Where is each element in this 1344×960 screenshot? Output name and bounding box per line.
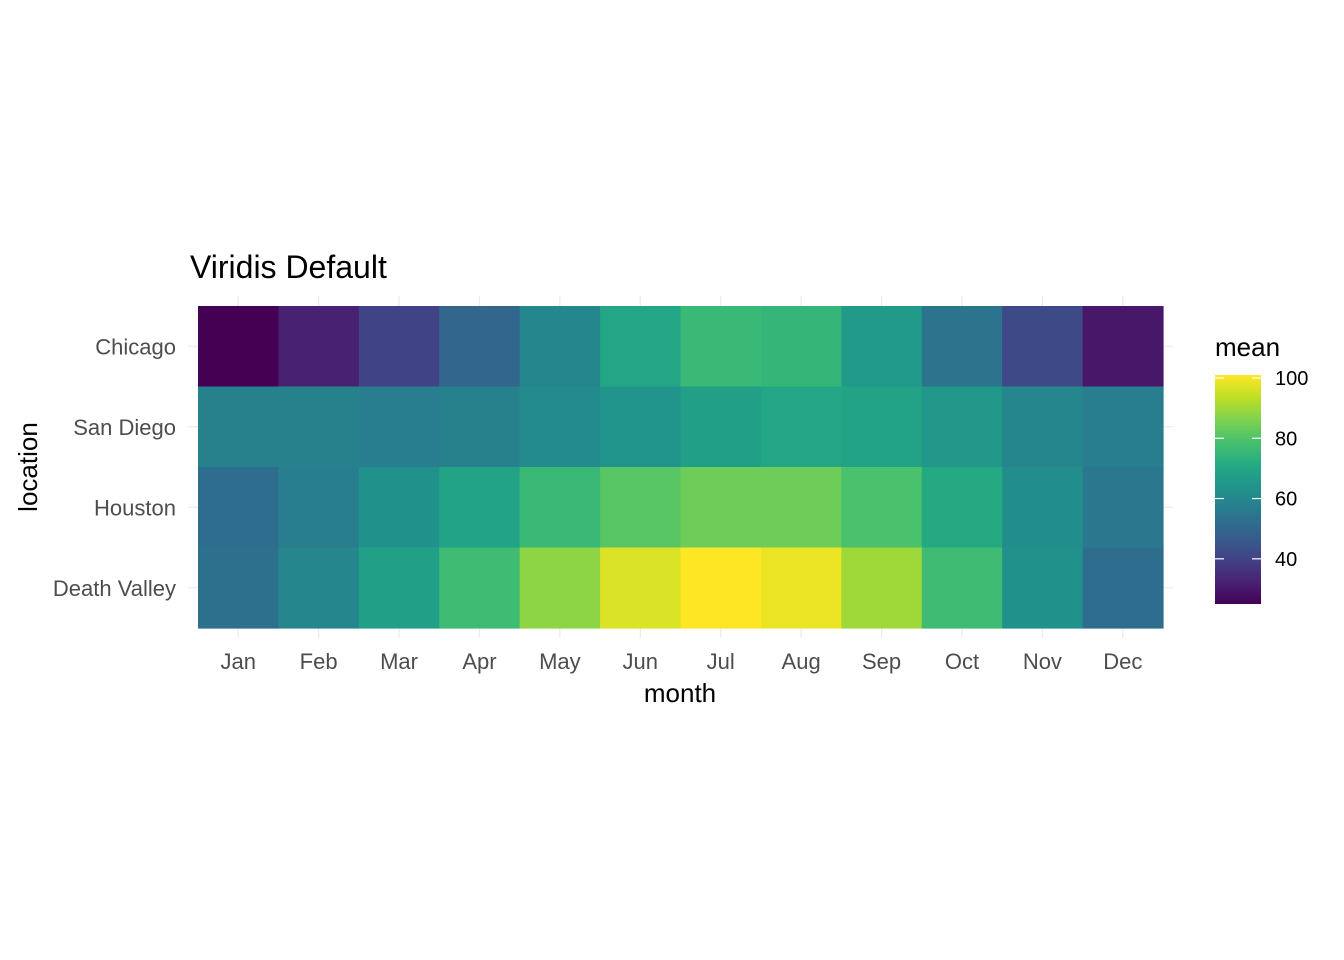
legend-colorbar [1215,375,1261,604]
heatmap-cell [278,467,360,549]
heatmap-cell [600,467,682,549]
heatmap-cell [198,306,280,388]
heatmap-cell [358,547,440,629]
heatmap-cell [198,547,280,629]
x-tick-label: Mar [380,649,418,674]
heatmap-cell [921,306,1003,388]
heatmap-cell [519,386,601,468]
legend-tick-label: 60 [1275,489,1297,511]
heatmap-cell [600,547,682,629]
heatmap-cell [358,467,440,549]
heatmap-cell [760,547,842,629]
x-tick-label: Sep [862,649,901,674]
heatmap-cell [278,306,360,388]
heatmap-cell [841,386,923,468]
heatmap-cell [1082,547,1164,629]
heatmap-cell [439,306,521,388]
heatmap-cell [1082,306,1164,388]
heatmap-cell [439,467,521,549]
x-tick-label: Aug [782,649,821,674]
heatmap-cell [1082,467,1164,549]
heatmap-cell [519,467,601,549]
heatmap-cell [278,547,360,629]
y-tick-labels: Chicago San Diego Houston Death Valley [53,334,176,601]
heatmap-cell [841,467,923,549]
heatmap-cell [1002,386,1084,468]
legend-tick-label: 80 [1275,428,1297,450]
heatmap-cell [680,467,762,549]
x-tick-label: Feb [300,649,338,674]
heatmap-cell [358,306,440,388]
x-tick-label: Jan [220,649,255,674]
x-tick-label: Nov [1023,649,1062,674]
color-legend: mean 40 60 80 100 [1215,332,1308,604]
heatmap-cell [841,306,923,388]
heatmap-cell [600,386,682,468]
chart-title: Viridis Default [190,249,387,285]
heatmap-cell [358,386,440,468]
x-tick-label: Apr [462,649,496,674]
x-tick-label: Dec [1103,649,1142,674]
y-tick-label: Death Valley [53,576,176,601]
legend-tick-label: 40 [1275,549,1297,571]
heatmap-tiles [198,306,1164,629]
heatmap-cell [278,386,360,468]
heatmap-cell [519,306,601,388]
x-tick-label: Jun [623,649,658,674]
heatmap-cell [198,467,280,549]
legend-tick-label: 100 [1275,368,1308,390]
heatmap-cell [921,547,1003,629]
heatmap-cell [680,547,762,629]
heatmap-cell [198,386,280,468]
heatmap-cell [760,467,842,549]
legend-ticks: 40 60 80 100 [1215,368,1308,571]
y-tick-label: Houston [94,495,176,520]
x-tick-labels: Jan Feb Mar Apr May Jun Jul Aug Sep Oct Nov Dec [220,649,1142,674]
heatmap-cell [921,386,1003,468]
legend-title: mean [1215,332,1280,362]
heatmap-cell [760,306,842,388]
x-tick-label: Oct [945,649,979,674]
heatmap-cell [1002,306,1084,388]
heatmap-cell [680,306,762,388]
heatmap-cell [519,547,601,629]
heatmap-cell [760,386,842,468]
heatmap-cell [1002,547,1084,629]
x-tick-label: Jul [707,649,735,674]
heatmap-cell [600,306,682,388]
y-axis-title: location [13,422,43,512]
heatmap-cell [680,386,762,468]
heatmap-cell [439,386,521,468]
heatmap-cell [1082,386,1164,468]
y-tick-label: San Diego [73,415,176,440]
heatmap-cell [841,547,923,629]
heatmap-cell [1002,467,1084,549]
heatmap-cell [921,467,1003,549]
y-tick-label: Chicago [95,334,176,359]
x-tick-label: May [539,649,581,674]
heatmap-cell [439,547,521,629]
x-axis-title: month [644,678,716,708]
